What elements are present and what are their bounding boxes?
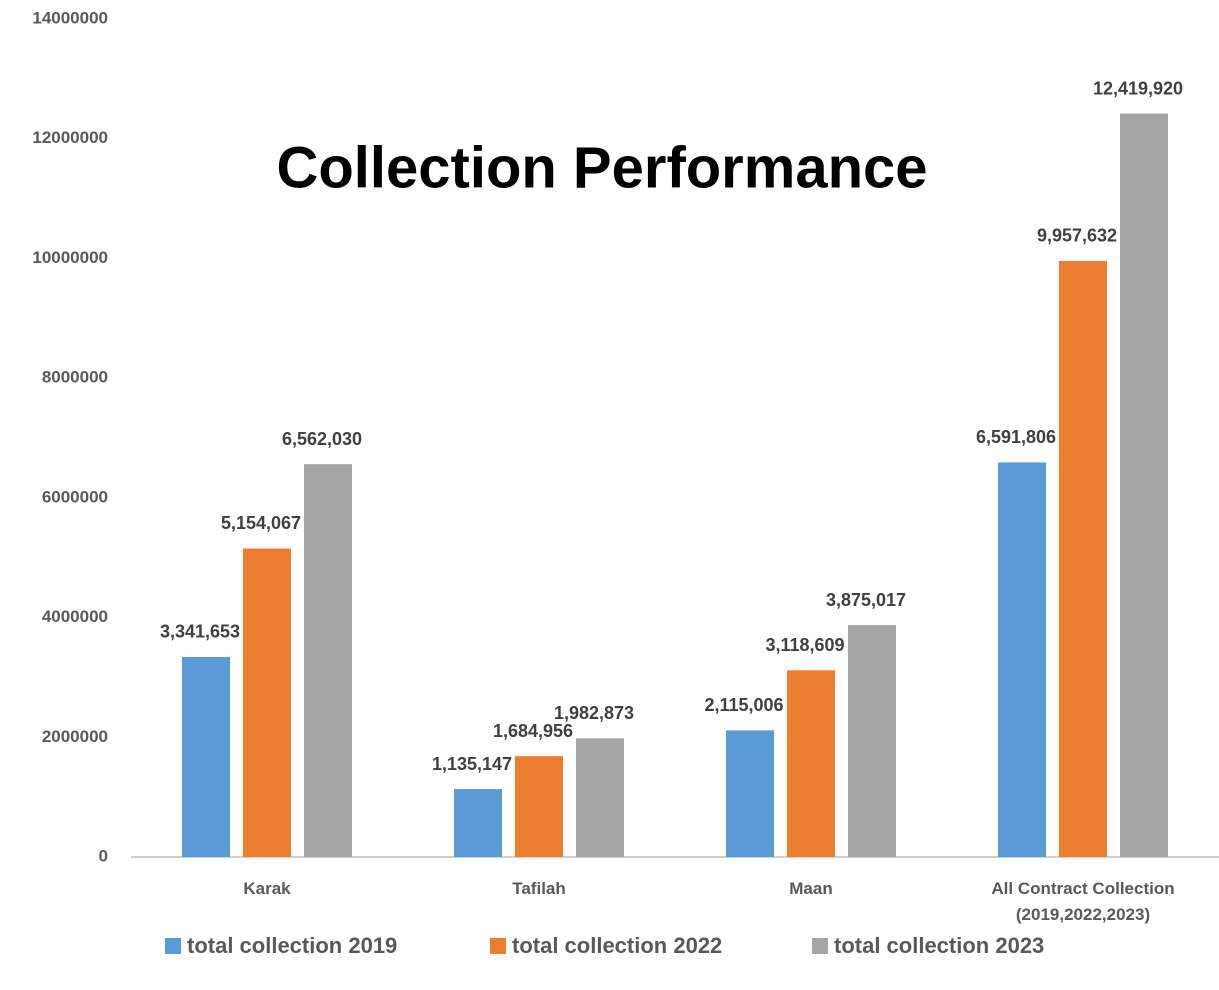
legend-label: total collection 2019 bbox=[187, 933, 397, 958]
y-tick-label: 8000000 bbox=[42, 368, 108, 387]
data-label: 1,135,147 bbox=[432, 754, 512, 774]
data-label: 3,875,017 bbox=[826, 590, 906, 610]
bar bbox=[576, 738, 624, 857]
x-tick-label: Karak bbox=[243, 879, 291, 898]
data-label: 3,341,653 bbox=[160, 622, 240, 642]
legend-swatch bbox=[812, 938, 828, 954]
y-tick-label: 6000000 bbox=[42, 487, 108, 506]
data-label: 12,419,920 bbox=[1093, 78, 1183, 98]
legend-label: total collection 2022 bbox=[512, 933, 722, 958]
data-label: 1,982,873 bbox=[554, 703, 634, 723]
legend-label: total collection 2023 bbox=[834, 933, 1044, 958]
data-label: 5,154,067 bbox=[221, 513, 301, 533]
bar bbox=[848, 625, 896, 857]
bar bbox=[726, 730, 774, 857]
x-tick-label: All Contract Collection (2019,2022,2023) bbox=[991, 879, 1175, 924]
y-tick-label: 4000000 bbox=[42, 607, 108, 626]
data-label: 6,591,806 bbox=[976, 427, 1056, 447]
x-tick-label: Tafilah bbox=[512, 879, 566, 898]
data-label: 9,957,632 bbox=[1037, 226, 1117, 246]
data-label: 3,118,609 bbox=[765, 635, 844, 655]
bar bbox=[304, 464, 352, 857]
chart-title: Collection Performance bbox=[276, 135, 927, 200]
bar bbox=[515, 756, 563, 857]
legend-swatch bbox=[490, 938, 506, 954]
y-tick-label: 0 bbox=[99, 846, 108, 865]
y-tick-label: 12000000 bbox=[32, 128, 108, 147]
bar bbox=[998, 462, 1046, 857]
bar bbox=[243, 548, 291, 857]
bar bbox=[787, 670, 835, 857]
legend-swatch bbox=[165, 938, 181, 954]
y-tick-label: 2000000 bbox=[42, 727, 108, 746]
bar bbox=[182, 656, 230, 857]
x-tick-label: Maan bbox=[789, 879, 833, 898]
bar bbox=[1059, 260, 1107, 857]
y-tick-label: 14000000 bbox=[32, 8, 108, 27]
data-label: 1,684,956 bbox=[493, 721, 573, 741]
y-tick-label: 10000000 bbox=[32, 248, 108, 267]
data-label: 2,115,006 bbox=[704, 695, 783, 715]
data-label: 6,562,030 bbox=[282, 429, 362, 449]
bar bbox=[1120, 113, 1168, 857]
bar bbox=[454, 789, 502, 857]
